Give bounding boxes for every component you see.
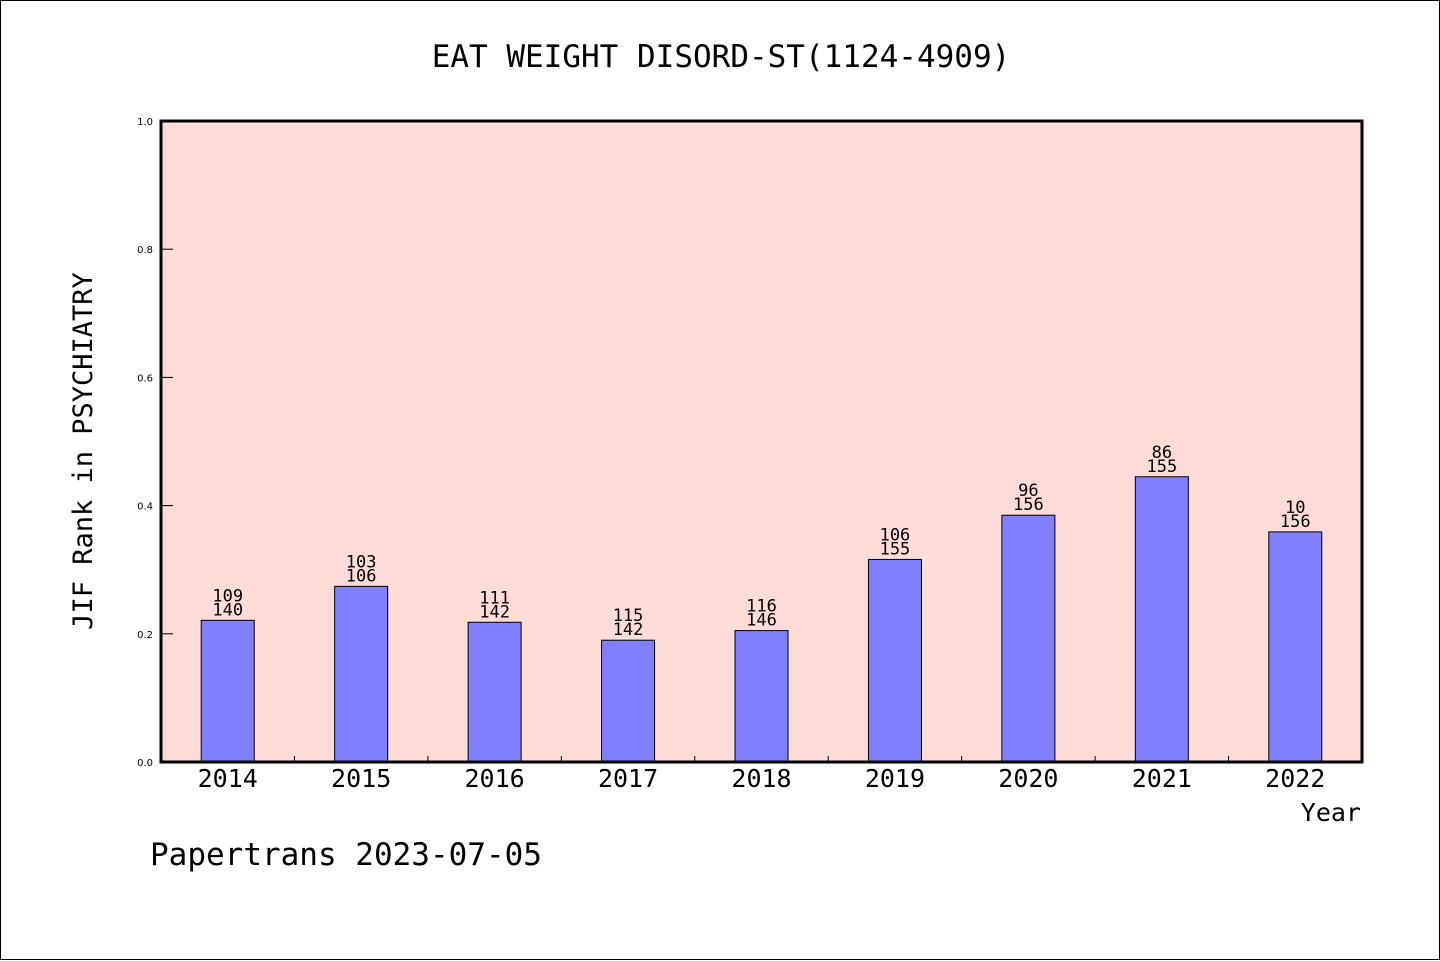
footer-credit: Papertrans 2023-07-05 — [150, 837, 542, 873]
bar — [334, 585, 389, 763]
x-axis-label: Year — [1301, 798, 1361, 827]
y-tick-label: 1.0 — [137, 117, 153, 128]
bar-total-label: 156 — [1013, 495, 1044, 515]
bar-rank-label: 10 — [1285, 498, 1305, 518]
y-tick-label: 0.6 — [137, 373, 153, 384]
bar-total-label: 142 — [613, 620, 644, 640]
bar — [867, 558, 922, 763]
bar-rank-label: 116 — [746, 597, 777, 617]
y-tick-label: 0.0 — [137, 758, 153, 769]
bar-rank-label: 103 — [346, 552, 377, 572]
bar-total-label: 106 — [346, 566, 377, 586]
y-tick-label: 0.8 — [137, 245, 153, 256]
y-axis-label: JIF Rank in PSYCHIATRY — [68, 272, 99, 630]
x-tick-label: 2018 — [731, 764, 791, 793]
bar — [1268, 531, 1323, 763]
bar — [1134, 476, 1189, 763]
y-tick-label: 0.4 — [137, 502, 153, 513]
x-tick-label: 2016 — [465, 764, 525, 793]
bar-rank-label: 96 — [1018, 481, 1038, 501]
x-tick-label: 2020 — [998, 764, 1058, 793]
bar-total-label: 156 — [1280, 512, 1311, 532]
x-axis: 2014 2015 2016 2017 2018 2019 2020 2021 2022 — [198, 756, 1325, 793]
plot-border — [159, 119, 1364, 764]
x-tick-label: 2017 — [598, 764, 658, 793]
bar-rank-label: 86 — [1152, 443, 1172, 463]
bar-rank-label: 109 — [212, 586, 243, 606]
bar — [1001, 514, 1056, 763]
x-tick-label: 2021 — [1132, 764, 1192, 793]
chart-title: EAT WEIGHT DISORD-ST(1124-4909) — [432, 39, 1011, 75]
bar-rank-label: 106 — [880, 525, 911, 545]
bar-rank-label: 115 — [613, 606, 644, 626]
x-tick-label: 2015 — [331, 764, 391, 793]
bar-total-label: 155 — [1146, 457, 1177, 477]
x-tick-label: 2014 — [198, 764, 258, 793]
bar-total-label: 140 — [212, 600, 243, 620]
bar — [200, 619, 255, 763]
bar-rank-label: 111 — [479, 588, 510, 608]
bar-total-label: 142 — [479, 602, 510, 622]
bar-total-label: 146 — [746, 611, 777, 631]
bar — [734, 630, 789, 763]
x-tick-label: 2019 — [865, 764, 925, 793]
bar — [601, 639, 656, 763]
bar-total-label: 155 — [880, 539, 911, 559]
x-tick-label: 2022 — [1265, 764, 1325, 793]
y-tick-label: 0.2 — [137, 630, 153, 641]
bar — [467, 621, 522, 763]
